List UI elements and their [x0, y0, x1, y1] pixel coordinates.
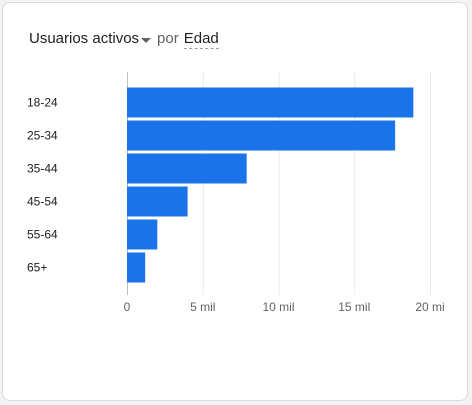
category-labels: 18-24 25-34 35-44 45-54 55-64 65+: [27, 96, 58, 275]
x-tick-label: 20 mi: [415, 300, 444, 314]
chart-card: Usuarios activos por Edad: [2, 2, 468, 401]
category-label: 18-24: [27, 96, 58, 110]
bar-25-34[interactable]: [127, 120, 396, 151]
bar-55-64[interactable]: [127, 219, 158, 250]
connector-text: por: [157, 30, 179, 47]
caret-down-icon[interactable]: [141, 37, 152, 43]
bar-65+[interactable]: [127, 252, 146, 283]
category-label: 35-44: [27, 162, 58, 176]
category-label: 45-54: [27, 195, 58, 209]
chart-header: Usuarios activos por Edad: [29, 29, 219, 49]
category-label: 55-64: [27, 228, 58, 242]
x-tick-label: 15 mil: [338, 300, 370, 314]
x-tick-label: 5 mil: [190, 300, 215, 314]
x-tick-labels: 0 5 mil 10 mil 15 mil 20 mi: [124, 300, 445, 314]
bar-35-44[interactable]: [127, 153, 247, 184]
bar-45-54[interactable]: [127, 186, 188, 217]
dimension-selector[interactable]: Edad: [183, 29, 219, 49]
metric-label[interactable]: Usuarios activos: [29, 30, 140, 47]
x-tick-label: 0: [124, 300, 131, 314]
category-label: 65+: [27, 261, 47, 275]
bars: [127, 87, 414, 283]
bar-18-24[interactable]: [127, 87, 414, 118]
x-tick-label: 10 mil: [262, 300, 294, 314]
category-label: 25-34: [27, 129, 58, 143]
